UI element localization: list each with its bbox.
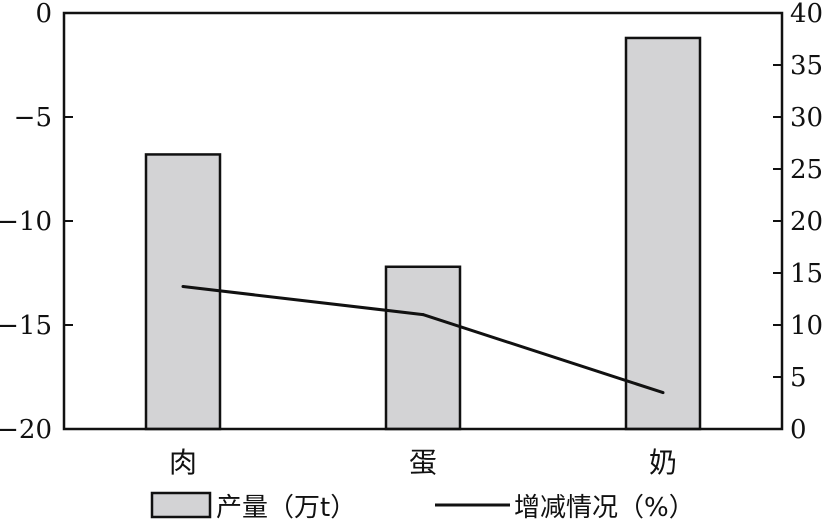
line-point-1 (421, 313, 425, 317)
right-tick-label: 25 (790, 155, 823, 185)
right-tick-label: 30 (790, 103, 823, 133)
left-tick-label: −15 (0, 311, 52, 341)
right-tick-label: 40 (790, 0, 823, 29)
line-point-0 (181, 285, 185, 289)
legend-bar-label: 产量（万t） (216, 493, 356, 522)
bar-0 (144, 153, 222, 431)
category-label: 奶 (649, 446, 677, 479)
category-label: 肉 (169, 446, 197, 479)
left-tick-label: −5 (14, 103, 52, 133)
right-tick-label: 15 (790, 259, 823, 289)
left-axis: 0 −5 −10 −15 −20 (0, 0, 73, 445)
right-tick-label: 5 (790, 363, 807, 393)
bar-2 (624, 36, 702, 431)
bars-layer (144, 36, 702, 431)
left-tick-label: −10 (0, 207, 52, 237)
legend-bar-swatch (150, 491, 212, 519)
right-tick-label: 35 (790, 51, 823, 81)
legend: 产量（万t） 增减情况（%） (150, 491, 695, 522)
right-tick-label: 10 (790, 311, 823, 341)
bar-1 (384, 265, 462, 431)
right-axis: 0 5 10 15 20 25 30 35 40 (773, 0, 823, 445)
category-axis: 肉蛋奶 (169, 446, 677, 479)
right-tick-label: 20 (790, 207, 823, 237)
left-tick-label: −20 (0, 415, 52, 445)
line-layer (181, 285, 665, 395)
legend-line-label: 增减情况（%） (514, 493, 695, 522)
line-point-2 (661, 391, 665, 395)
right-tick-label: 0 (790, 415, 807, 445)
category-label: 蛋 (409, 446, 437, 479)
left-tick-label: 0 (35, 0, 52, 29)
